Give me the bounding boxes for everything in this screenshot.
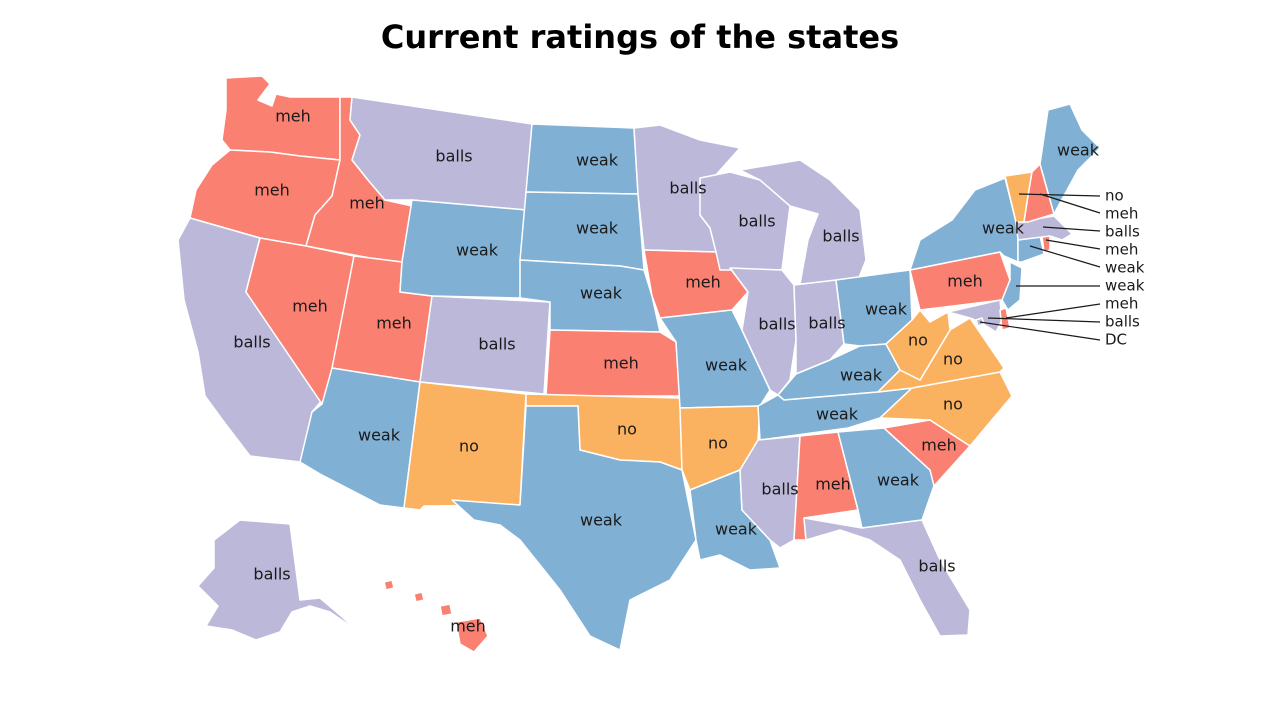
leader-vt [1018, 193, 1101, 197]
label-nm: no [459, 437, 479, 456]
label-ia: meh [685, 273, 721, 292]
label-pa: meh [947, 272, 983, 291]
state-tx [451, 405, 697, 651]
label-hi: meh [450, 617, 486, 636]
label-tn: weak [816, 405, 859, 424]
callout-vt: no [1105, 187, 1124, 205]
state-md [947, 299, 1003, 333]
label-az: weak [358, 426, 401, 445]
label-co: balls [478, 335, 515, 354]
label-ms: balls [761, 480, 798, 499]
label-ga: weak [877, 471, 920, 490]
callout-ct: weak [1105, 259, 1145, 277]
label-mo: weak [705, 356, 748, 375]
label-fl: balls [918, 557, 955, 576]
leader-dc [979, 321, 1101, 341]
state-ak [197, 519, 357, 641]
label-ny: weak [982, 219, 1025, 238]
label-or: meh [254, 181, 290, 200]
callout-de: meh [1105, 295, 1138, 313]
state-hi [455, 617, 489, 653]
leader-de [1005, 303, 1101, 319]
label-oh: weak [865, 300, 908, 319]
callout-ri: meh [1105, 241, 1138, 259]
label-ne: weak [580, 284, 623, 303]
map-title: Current ratings of the states [380, 18, 900, 56]
label-id: meh [349, 194, 385, 213]
label-wa: meh [275, 107, 311, 126]
label-va: no [943, 350, 963, 369]
label-ky: weak [840, 366, 883, 385]
label-mi: balls [822, 227, 859, 246]
label-in: balls [808, 314, 845, 333]
state-me [1039, 103, 1101, 215]
label-me: weak [1057, 141, 1100, 160]
label-ok: no [617, 420, 637, 439]
callout-nh: meh [1105, 205, 1138, 223]
callout-nj: weak [1105, 277, 1145, 295]
label-ca: balls [233, 333, 270, 352]
label-il: balls [758, 315, 795, 334]
label-ut: meh [376, 314, 412, 333]
leader-md [987, 317, 1101, 323]
label-al: meh [815, 475, 851, 494]
state-hi-small-1 [383, 579, 395, 591]
label-nc: no [943, 395, 963, 414]
leader-ri [1045, 239, 1101, 250]
label-sd: weak [576, 219, 619, 238]
state-hi-small-2 [413, 591, 425, 603]
label-wv: no [908, 331, 928, 350]
leader-ct [1029, 245, 1101, 268]
state-fl [803, 517, 971, 637]
label-mt: balls [435, 147, 472, 166]
state-sc [883, 419, 971, 487]
label-wi: balls [738, 212, 775, 231]
leader-nh [1039, 193, 1101, 214]
label-ak: balls [253, 565, 290, 584]
label-la: weak [715, 520, 758, 539]
callout-md: balls [1105, 313, 1140, 331]
label-sc: meh [921, 436, 957, 455]
label-ks: meh [603, 354, 639, 373]
label-tx: weak [580, 511, 623, 530]
label-nv: meh [292, 297, 328, 316]
callout-ma: balls [1105, 223, 1140, 241]
callout-dc: DC [1105, 331, 1127, 349]
label-nd: weak [576, 151, 619, 170]
label-mn: balls [669, 179, 706, 198]
leader-ma [1042, 226, 1101, 232]
state-hi-small-3 [439, 603, 453, 617]
label-wy: weak [456, 241, 499, 260]
state-nj [1001, 261, 1023, 311]
label-ar: no [708, 434, 728, 453]
